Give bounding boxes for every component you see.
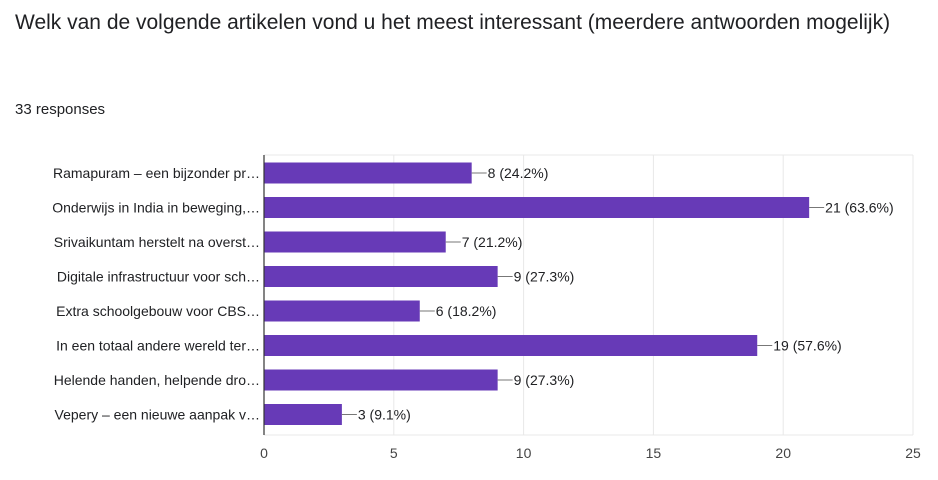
bar (264, 335, 758, 356)
category-label: In een totaal andere wereld ter… (56, 338, 260, 354)
bar (264, 266, 498, 287)
x-tick-label: 5 (390, 445, 398, 461)
category-label: Extra schoolgebouw voor CBS… (56, 303, 260, 319)
x-tick-label: 25 (905, 445, 921, 461)
bar (264, 162, 472, 184)
bar (264, 231, 446, 253)
category-label: Digitale infrastructuur voor sch… (57, 269, 260, 285)
x-tick-label: 10 (516, 445, 532, 461)
category-label: Vepery – een nieuwe aanpak v… (55, 407, 260, 423)
data-label: 7 (21.2%) (462, 234, 523, 250)
data-label: 8 (24.2%) (488, 165, 549, 181)
bar (264, 197, 810, 218)
bar (264, 300, 420, 322)
x-tick-label: 20 (775, 445, 791, 461)
responses-count: 33 responses (15, 101, 106, 118)
data-label: 9 (27.3%) (514, 372, 575, 388)
data-label: 9 (27.3%) (514, 269, 575, 285)
category-label: Srivaikuntam herstelt na overst… (54, 234, 260, 250)
data-label: 6 (18.2%) (436, 303, 497, 319)
bar (264, 369, 498, 391)
question-title: Welk van de volgende artikelen vond u he… (15, 11, 891, 34)
x-tick-label: 15 (646, 445, 662, 461)
data-label: 3 (9.1%) (358, 407, 411, 423)
data-label: 21 (63.6%) (825, 200, 893, 216)
bar (264, 404, 342, 425)
category-label: Onderwijs in India in beweging,… (52, 200, 260, 216)
category-label: Ramapuram – een bijzonder pr… (53, 165, 260, 181)
category-label: Helende handen, helpende dro… (54, 372, 260, 388)
data-label: 19 (57.6%) (773, 338, 841, 354)
x-tick-label: 0 (260, 445, 268, 461)
